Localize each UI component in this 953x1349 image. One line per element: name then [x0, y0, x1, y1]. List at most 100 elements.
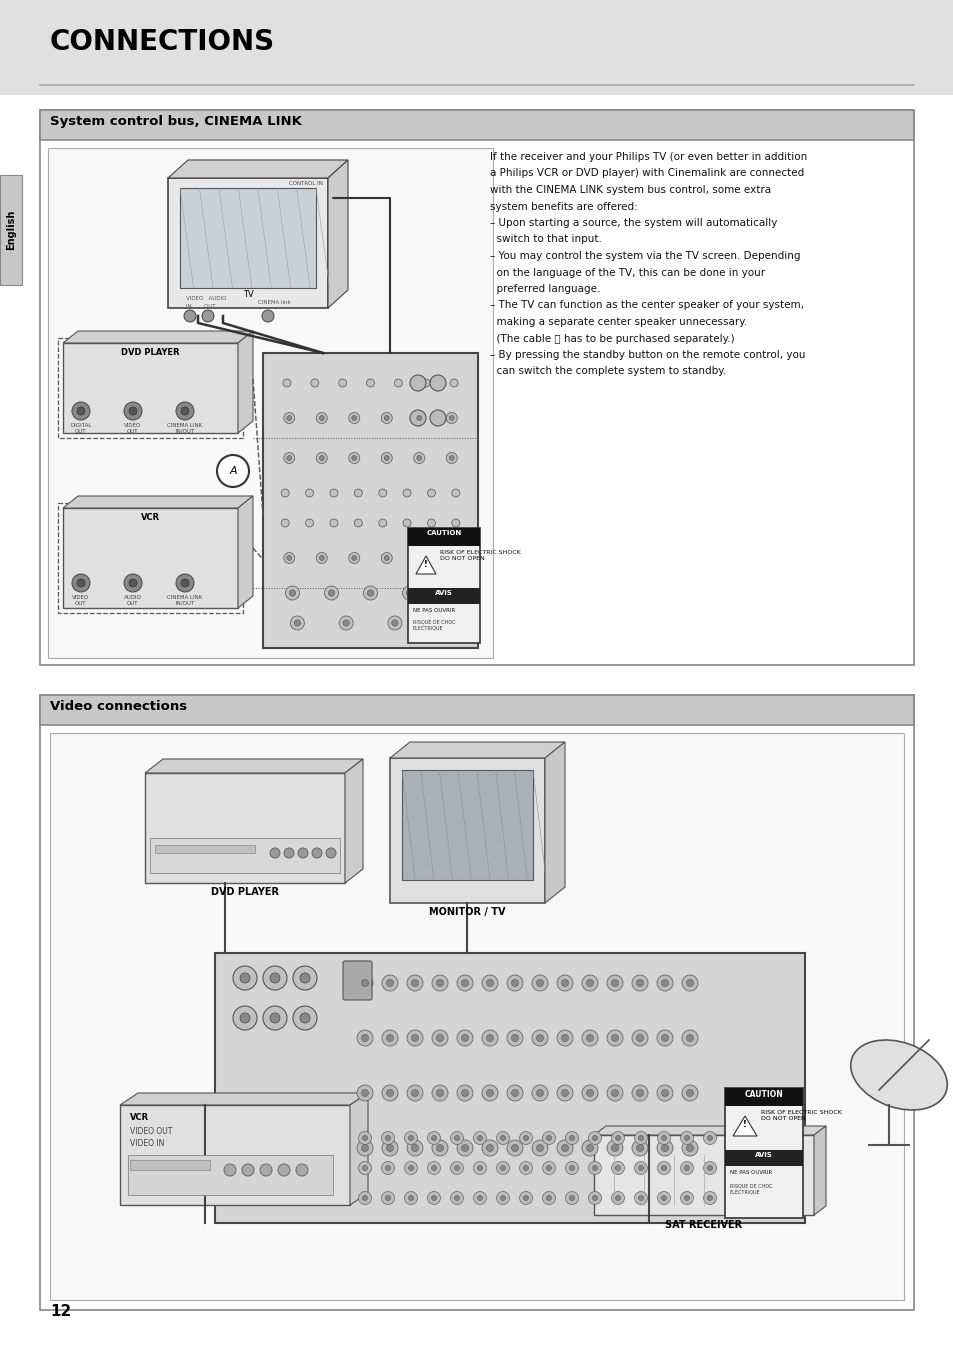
- Bar: [58, 339, 243, 438]
- Circle shape: [430, 375, 446, 391]
- Circle shape: [299, 973, 310, 983]
- Circle shape: [416, 456, 421, 460]
- Circle shape: [284, 849, 294, 858]
- Text: AVIS: AVIS: [435, 590, 453, 596]
- Circle shape: [432, 1140, 448, 1156]
- Circle shape: [606, 1140, 622, 1156]
- Bar: [150, 838, 339, 873]
- Circle shape: [461, 1035, 468, 1041]
- Text: System control bus, CINEMA LINK: System control bus, CINEMA LINK: [50, 115, 301, 128]
- Circle shape: [636, 1144, 643, 1152]
- Circle shape: [381, 1191, 395, 1205]
- Circle shape: [381, 1031, 397, 1045]
- Circle shape: [506, 1085, 522, 1101]
- Circle shape: [240, 1013, 250, 1023]
- Text: CONNECTIONS: CONNECTIONS: [50, 28, 274, 57]
- Circle shape: [356, 1031, 373, 1045]
- Circle shape: [657, 1085, 672, 1101]
- Polygon shape: [328, 161, 348, 308]
- Bar: [120, 1105, 350, 1205]
- Circle shape: [352, 456, 356, 460]
- Text: AVIS: AVIS: [755, 1152, 772, 1157]
- Text: CINEMA link: CINEMA link: [257, 299, 291, 305]
- Circle shape: [445, 590, 451, 596]
- Bar: [401, 770, 533, 880]
- Text: making a separate center speaker unnecessary.: making a separate center speaker unneces…: [490, 317, 746, 326]
- Circle shape: [410, 375, 426, 391]
- Circle shape: [473, 1132, 486, 1144]
- Circle shape: [657, 1140, 672, 1156]
- Circle shape: [636, 1090, 643, 1097]
- Circle shape: [456, 1031, 473, 1045]
- Circle shape: [586, 1035, 593, 1041]
- Circle shape: [681, 975, 698, 992]
- Circle shape: [388, 616, 401, 630]
- Circle shape: [611, 1144, 618, 1152]
- Bar: [154, 844, 254, 853]
- Circle shape: [295, 1164, 308, 1176]
- Circle shape: [233, 1006, 256, 1031]
- Circle shape: [702, 1161, 716, 1175]
- Circle shape: [561, 979, 568, 986]
- Circle shape: [592, 1166, 597, 1171]
- Bar: [40, 111, 913, 665]
- Circle shape: [363, 585, 377, 600]
- Circle shape: [427, 1161, 440, 1175]
- Circle shape: [660, 1144, 668, 1152]
- Circle shape: [299, 1013, 310, 1023]
- Circle shape: [315, 553, 327, 564]
- Circle shape: [486, 979, 493, 986]
- Circle shape: [184, 310, 195, 322]
- Circle shape: [440, 619, 446, 626]
- Circle shape: [349, 553, 359, 564]
- Circle shape: [297, 849, 308, 858]
- Text: !: !: [424, 560, 428, 569]
- Circle shape: [702, 1132, 716, 1144]
- Polygon shape: [350, 1093, 368, 1205]
- Circle shape: [319, 456, 324, 460]
- Circle shape: [175, 402, 193, 420]
- Circle shape: [402, 585, 416, 600]
- Circle shape: [461, 1144, 468, 1152]
- Circle shape: [686, 1144, 693, 1152]
- Circle shape: [500, 1195, 505, 1201]
- Circle shape: [283, 452, 294, 464]
- Circle shape: [181, 579, 189, 587]
- Circle shape: [416, 556, 421, 560]
- Polygon shape: [732, 1116, 757, 1136]
- Circle shape: [561, 1144, 568, 1152]
- Text: 12: 12: [50, 1304, 71, 1319]
- Circle shape: [361, 1090, 368, 1097]
- Circle shape: [542, 1132, 555, 1144]
- Circle shape: [523, 1195, 528, 1201]
- Circle shape: [352, 415, 356, 421]
- Circle shape: [293, 966, 316, 990]
- Circle shape: [481, 1031, 497, 1045]
- Circle shape: [536, 1035, 543, 1041]
- Bar: [594, 1135, 813, 1215]
- Circle shape: [414, 413, 424, 424]
- Circle shape: [384, 556, 389, 560]
- Bar: [390, 758, 544, 902]
- Bar: [724, 1149, 802, 1166]
- Circle shape: [557, 975, 573, 992]
- Circle shape: [362, 1136, 367, 1140]
- Polygon shape: [63, 331, 253, 343]
- Circle shape: [636, 1035, 643, 1041]
- Circle shape: [378, 519, 386, 527]
- Circle shape: [611, 1191, 624, 1205]
- Circle shape: [436, 1090, 443, 1097]
- Circle shape: [456, 1140, 473, 1156]
- Text: (The cable Ⓐ has to be purchased separately.): (The cable Ⓐ has to be purchased separat…: [490, 333, 734, 344]
- Circle shape: [358, 1161, 371, 1175]
- Circle shape: [326, 849, 335, 858]
- Circle shape: [454, 1136, 459, 1140]
- Polygon shape: [390, 742, 564, 758]
- Circle shape: [411, 1144, 418, 1152]
- Circle shape: [611, 1161, 624, 1175]
- Bar: [40, 695, 913, 724]
- Circle shape: [281, 519, 289, 527]
- Circle shape: [315, 413, 327, 424]
- Circle shape: [287, 456, 292, 460]
- Bar: [214, 952, 804, 1224]
